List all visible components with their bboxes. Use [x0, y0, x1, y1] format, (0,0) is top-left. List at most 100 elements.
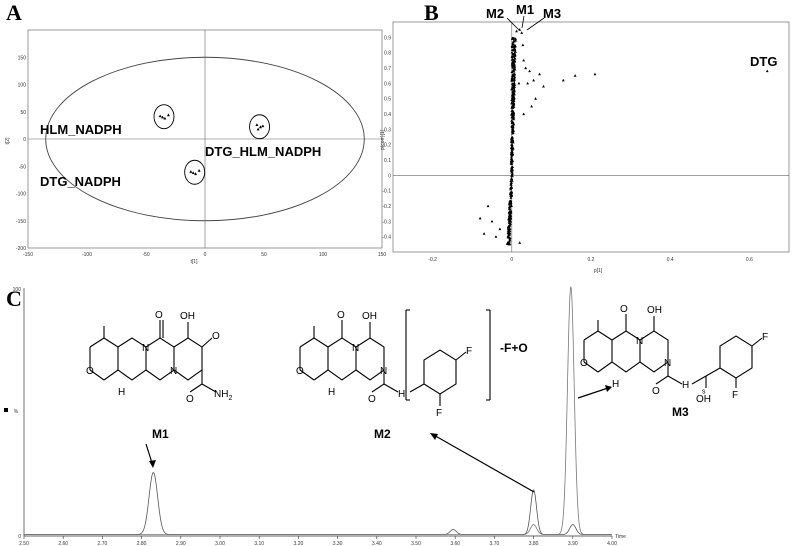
panel-c-ymax-label: 100: [13, 287, 22, 293]
m3-ring-o: O: [580, 358, 588, 369]
leader-m2: [506, 17, 520, 31]
panel-c-xtick: 3.20: [294, 541, 304, 546]
loading-point: [511, 90, 515, 94]
loading-point: [509, 183, 513, 186]
loading-point: [511, 85, 515, 89]
structure-label-m2: M2: [374, 427, 391, 441]
loading-point: [510, 190, 514, 194]
loading-point: [512, 122, 516, 126]
structure-label-m1: M1: [152, 427, 169, 441]
arrow-m2: [430, 433, 535, 493]
m2-amide-nh: H: [398, 389, 405, 400]
panel-b-xtick: 0: [510, 257, 513, 263]
panel-b-ytick: 0.6: [384, 81, 391, 87]
loading-point: [513, 65, 517, 69]
loading-point: [510, 82, 514, 85]
m2-oh: OH: [362, 311, 377, 322]
loading-point: [510, 152, 514, 156]
loading-point: [511, 140, 515, 144]
group-circle-0: [153, 104, 175, 130]
m1-nh2: NH2: [214, 389, 232, 402]
m1-ring-o: O: [86, 366, 94, 377]
leader-m1: [521, 15, 525, 29]
loading-point: [528, 69, 532, 73]
loading-point: [593, 72, 597, 76]
loading-point: [509, 159, 513, 162]
m1-oh: OH: [180, 311, 195, 322]
score-point: [189, 170, 193, 173]
loading-point: [513, 56, 517, 60]
panel-a-letter: A: [6, 0, 22, 25]
loading-point: [508, 192, 512, 195]
loading-point: [508, 228, 511, 232]
loading-point: [511, 57, 514, 61]
m3-n1: N: [636, 336, 643, 347]
loading-point: [511, 99, 515, 103]
score-point: [258, 125, 262, 129]
loading-point: [510, 45, 514, 49]
arrow-m1: [145, 443, 156, 468]
loading-point: [512, 102, 516, 106]
panel-a-ylabel: t[2]: [5, 137, 11, 145]
m2-f2: F: [436, 408, 442, 419]
trace-1: [24, 471, 612, 535]
panel-a-xtick: -50: [142, 252, 149, 258]
panel-b-ytick: 0: [388, 173, 391, 179]
m3-n2: N: [664, 358, 671, 369]
loading-point: [510, 93, 514, 97]
panel-c-xtick: 2.80: [137, 541, 147, 546]
loading-point: [510, 166, 514, 170]
group-label-dtg-hlm-nadph: DTG_HLM_NADPH: [205, 144, 321, 159]
loading-point: [507, 218, 511, 221]
labeled-point: [518, 28, 522, 31]
loading-point: [509, 179, 513, 182]
panel-a-ytick: -50: [19, 164, 26, 170]
score-point: [256, 127, 260, 131]
panel-b-ytick: 0.8: [384, 51, 391, 57]
panel-b-ytick: -0.2: [382, 204, 391, 210]
panel-a-xtick: -150: [23, 252, 33, 258]
loading-point: [510, 155, 513, 159]
m1-n1: N: [142, 343, 149, 354]
panel-c-xtick: 3.90: [568, 541, 578, 546]
loading-point: [512, 45, 516, 49]
panel-c-marker: [4, 408, 8, 412]
m3-amide-o: O: [652, 386, 660, 397]
leader-m3: [526, 17, 545, 31]
loading-point: [498, 227, 502, 231]
panel-a-score-plot: -150 -100 -50 0 50 100 150 -200-150-100-500501…: [5, 29, 386, 265]
structure-m1: O OH O O N N H O NH2 M1: [86, 310, 232, 441]
loading-point: [507, 221, 511, 225]
loading-point: [524, 66, 528, 70]
panel-c-xtick: 2.50: [19, 541, 29, 546]
loading-point: [510, 150, 514, 154]
panel-b-y-ticks: -0.4 -0.3 -0.2 -0.1 0 0.1 0.2 0.3 0.4 0.5 0.6 0.7 0.…: [382, 35, 391, 240]
m3-oh: OH: [647, 305, 662, 316]
loading-point: [510, 87, 514, 91]
loading-point: [508, 205, 512, 209]
loading-point: [517, 81, 521, 85]
loading-point: [509, 177, 513, 180]
structure-m3: O OH O N N H O H ˢ OH F F M3: [580, 304, 768, 419]
loading-point: [510, 162, 513, 165]
panel-b-ytick: -0.3: [382, 219, 391, 225]
loading-point: [486, 204, 490, 208]
panel-a-ytick: -200: [16, 246, 26, 252]
panel-c-xtick: 4.00: [607, 541, 617, 546]
panel-c-xtick: 3.30: [333, 541, 343, 546]
m3-oh-2: OH: [696, 394, 711, 405]
loading-point: [511, 95, 514, 99]
panel-b-ytick: 0.3: [384, 127, 391, 133]
loading-point: [513, 48, 516, 52]
panel-c-x-ticks: 2.50 2.60 2.70 2.80 2.90 3.00 3.10 3.20 3.30 3.40…: [19, 536, 617, 546]
loading-point: [510, 173, 514, 177]
loading-point: [510, 193, 514, 197]
panel-b-xlabel: p[1]: [594, 268, 603, 274]
loading-point: [510, 106, 514, 109]
panel-a-ytick: 100: [18, 83, 27, 89]
loading-point: [511, 129, 515, 133]
loading-point: [509, 204, 513, 207]
loading-point: [508, 201, 511, 204]
panel-b-s-plot: -0.2 0 0.2 0.4 0.6 -0.4 -0.3 -0.2 -0.1 0 0.1 0.2 0.…: [380, 2, 790, 274]
m2-n2: N: [380, 366, 387, 377]
